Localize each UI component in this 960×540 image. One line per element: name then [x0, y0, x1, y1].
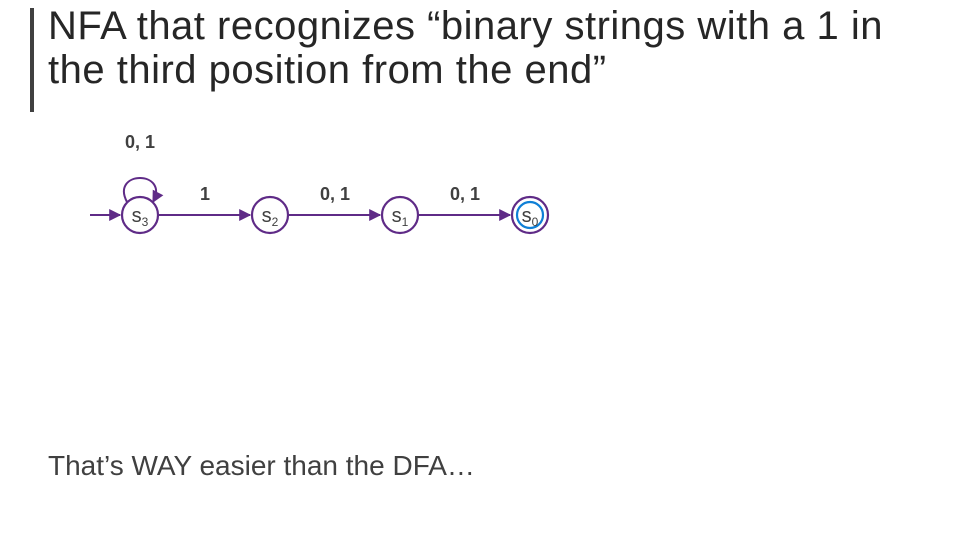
caption-text: That’s WAY easier than the DFA…	[48, 450, 475, 482]
edge-label-s3-s2: 1	[200, 184, 210, 204]
accent-bar	[30, 8, 34, 112]
slide: NFA that recognizes “binary strings with…	[0, 0, 960, 540]
edge-label-s1-s0: 0, 1	[450, 184, 480, 204]
edge-label-s2-s1: 0, 1	[320, 184, 350, 204]
edge-label-loop: 0, 1	[125, 132, 155, 152]
nfa-diagram: 0, 1 1 0, 1 0, 1 s3 s2 s1 s0	[60, 130, 680, 270]
slide-title: NFA that recognizes “binary strings with…	[48, 4, 948, 92]
